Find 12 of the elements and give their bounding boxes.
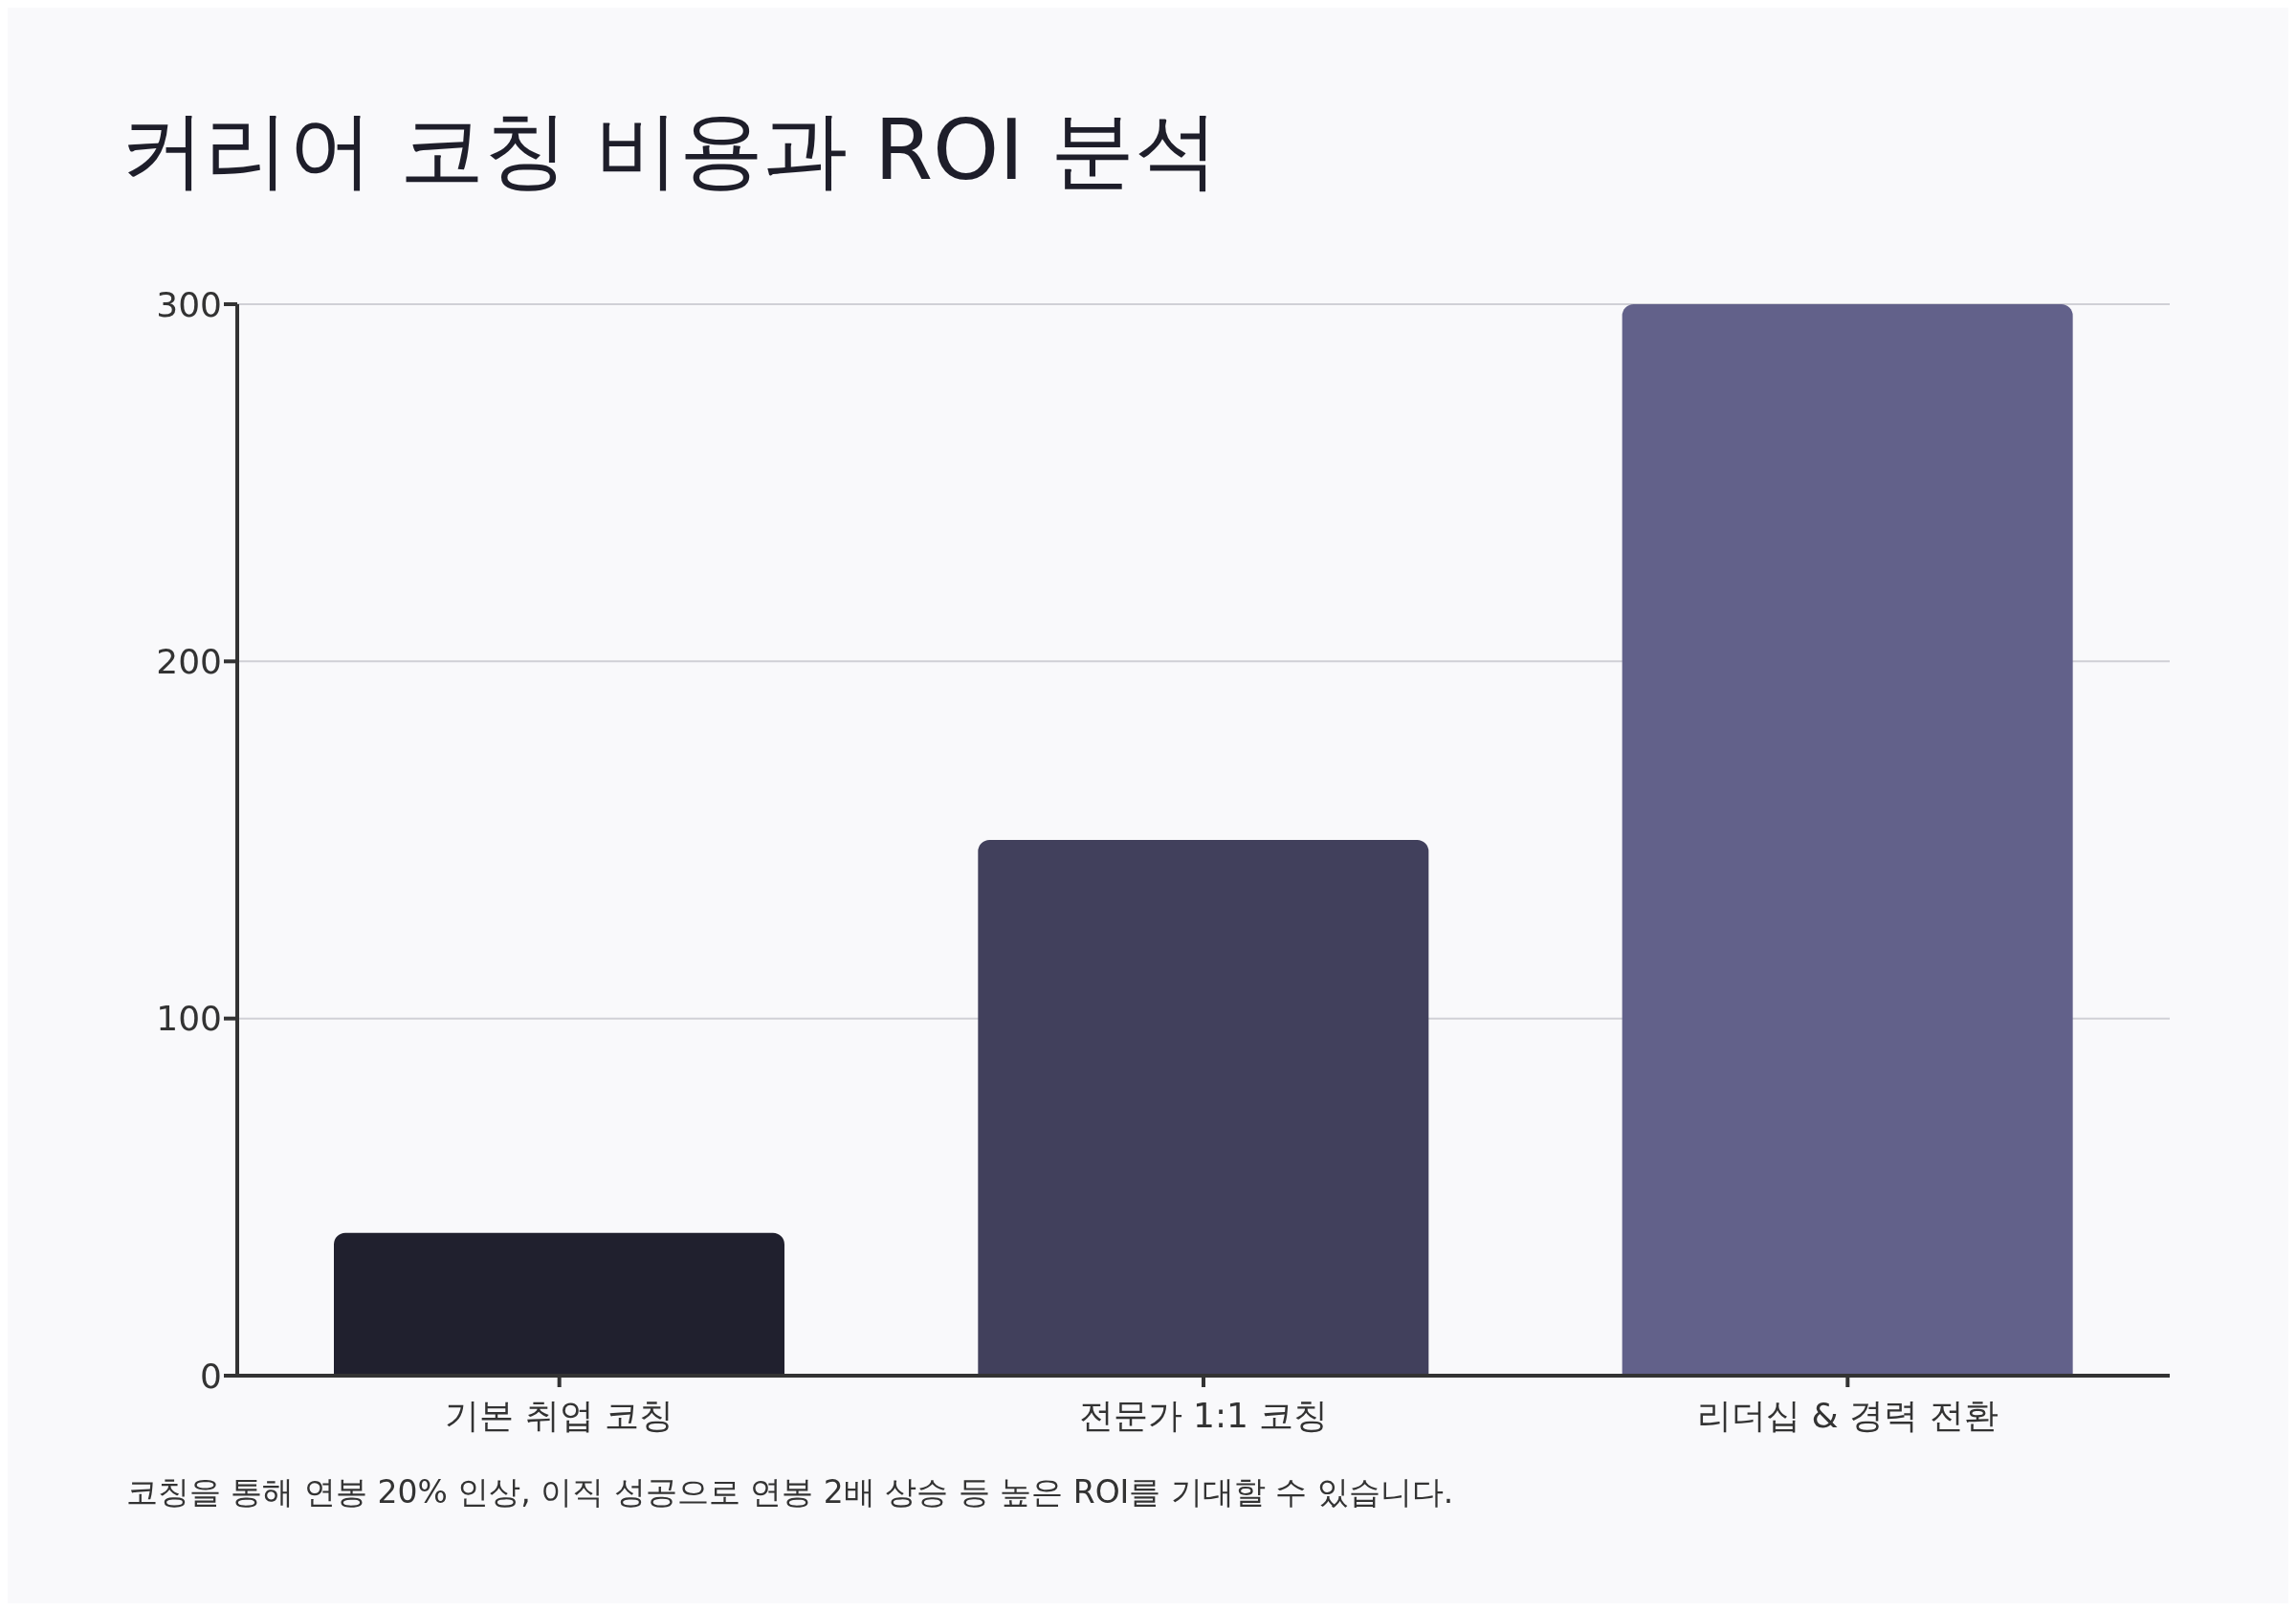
x-tick-label: 기본 취업 코칭: [445, 1395, 674, 1435]
x-tick-label: 리더십 & 경력 전환: [1697, 1395, 1998, 1435]
y-tick-label: 0: [200, 1356, 222, 1396]
y-tick-label: 300: [156, 284, 222, 324]
chart-title: 커리어 코칭 비용과 ROI 분석: [121, 99, 1220, 201]
text: 코칭을 통해 연봉 20% 인상, 이직 성공으로 연봉 2배 상승 등 높은 ROI를 기대할 수 있습니다.: [126, 1472, 1454, 1512]
y-tick-label: 100: [156, 999, 222, 1039]
y-tick-label: 200: [156, 642, 222, 682]
bar: [334, 1232, 784, 1376]
x-tick-label: 전문가 1:1 코칭: [1078, 1395, 1329, 1435]
bar: [1622, 304, 2073, 1376]
bar: [978, 840, 1429, 1376]
